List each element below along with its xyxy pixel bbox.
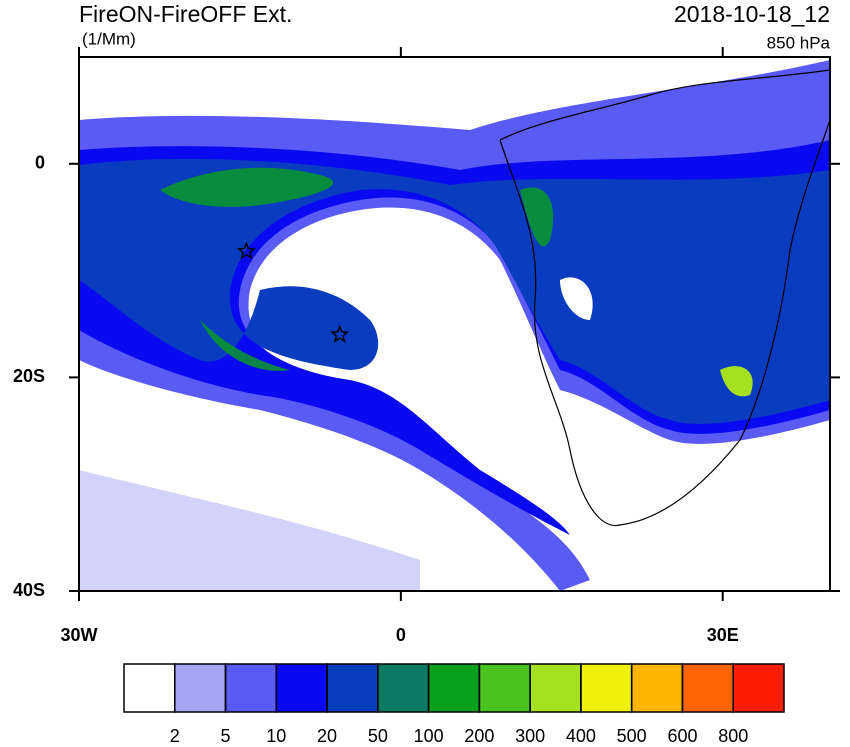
site-marker [236,241,256,260]
colorbar-swatch [224,663,278,713]
colorbar-swatch [275,663,328,713]
colorbar-swatch [174,663,227,713]
aerosol-field [79,57,830,591]
colorbar-label: 300 [515,726,545,746]
colorbar-label: 10 [266,726,286,746]
x-tick-label: 30W [60,625,97,645]
level: 850 hPa [767,33,831,52]
colorbar-label: 5 [221,726,231,746]
units: (1/Mm) [82,29,136,48]
site-marker [330,324,350,343]
map-frame [78,56,831,592]
colorbar-swatch [427,663,481,713]
colorbar-label: 20 [317,726,337,746]
colorbar-swatch [123,663,176,713]
colorbar-swatch [630,663,684,713]
colorbar-swatch [529,663,582,713]
colorbar-label: 100 [414,726,444,746]
colorbar-label: 200 [464,726,494,746]
colorbar-label: 500 [617,726,647,746]
colorbar-swatch [681,663,734,713]
colorbar-swatch [732,663,785,713]
x-tick-label: 0 [396,625,406,645]
colorbar-label: 600 [667,726,697,746]
colorbar-label: 50 [368,726,388,746]
y-tick-label: 40S [13,580,45,600]
colorbar-swatch [478,663,531,713]
time: 2018-10-18_12 [674,1,830,27]
y-tick-label: 20S [13,366,45,386]
title: FireON-FireOFF Ext. [79,1,292,27]
x-tick-label: 30E [707,625,739,645]
colorbar-label: 400 [566,726,596,746]
colorbar-swatch [377,663,430,713]
colorbar-label: 800 [718,726,748,746]
y-tick-label: 0 [35,153,45,173]
colorbar-swatch [580,663,633,713]
colorbar-swatch [326,663,379,713]
colorbar-label: 2 [170,726,180,746]
